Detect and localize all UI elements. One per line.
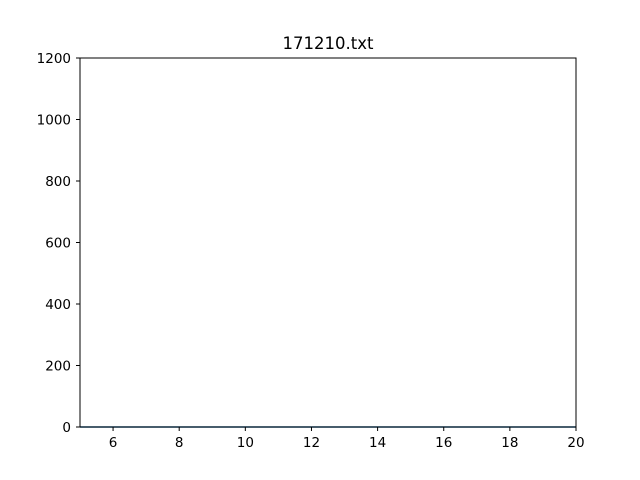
x-axis-ticks: 6 8 10 12 14 16 18 20 xyxy=(109,427,585,451)
x-tick-label: 12 xyxy=(303,435,320,451)
x-tick-label: 18 xyxy=(501,435,518,451)
plot-frame xyxy=(79,57,577,428)
x-tick-label: 20 xyxy=(567,435,584,451)
x-tick-label: 10 xyxy=(237,435,254,451)
y-tick-label: 400 xyxy=(45,297,71,313)
x-tick-label: 8 xyxy=(175,435,184,451)
y-tick-label: 1200 xyxy=(37,51,71,67)
chart-title: 171210.txt xyxy=(283,34,374,53)
x-tick-label: 6 xyxy=(109,435,118,451)
y-tick-label: 200 xyxy=(45,359,71,375)
y-tick-label: 600 xyxy=(45,236,71,252)
y-tick-label: 800 xyxy=(45,174,71,190)
x-tick-label: 16 xyxy=(435,435,452,451)
plot-area xyxy=(80,58,576,427)
y-tick-label: 0 xyxy=(62,420,71,436)
x-tick-label: 14 xyxy=(369,435,386,451)
y-axis-ticks: 0 200 400 600 800 1000 1200 xyxy=(37,51,80,436)
y-tick-label: 1000 xyxy=(37,113,71,129)
